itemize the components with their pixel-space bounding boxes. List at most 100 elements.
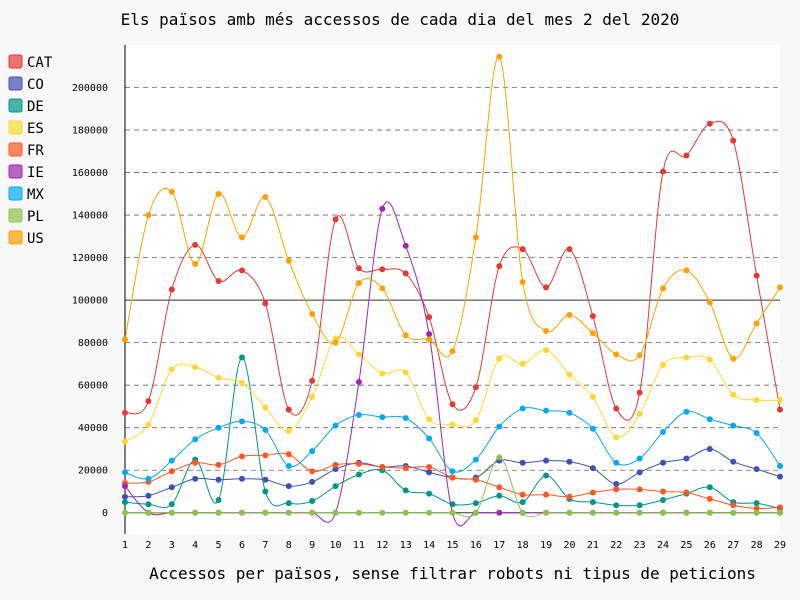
- data-point-co[interactable]: [426, 469, 433, 476]
- data-point-mx[interactable]: [426, 435, 433, 442]
- data-point-cat[interactable]: [402, 270, 409, 277]
- legend-item-us[interactable]: US: [8, 230, 44, 247]
- data-point-mx[interactable]: [636, 455, 643, 462]
- data-point-co[interactable]: [660, 459, 667, 466]
- data-point-us[interactable]: [332, 339, 339, 346]
- data-point-pl[interactable]: [706, 509, 713, 516]
- data-point-es[interactable]: [426, 416, 433, 423]
- data-point-fr[interactable]: [472, 476, 479, 483]
- data-point-de[interactable]: [238, 354, 245, 361]
- data-point-ie[interactable]: [496, 509, 503, 516]
- data-point-cat[interactable]: [706, 120, 713, 127]
- data-point-cat[interactable]: [168, 286, 175, 293]
- data-point-us[interactable]: [613, 351, 620, 358]
- data-point-cat[interactable]: [426, 314, 433, 321]
- data-point-fr[interactable]: [589, 489, 596, 496]
- data-point-mx[interactable]: [496, 423, 503, 430]
- data-point-mx[interactable]: [519, 405, 526, 412]
- data-point-es[interactable]: [660, 361, 667, 368]
- data-point-mx[interactable]: [122, 469, 128, 476]
- data-point-es[interactable]: [309, 393, 316, 400]
- data-point-es[interactable]: [285, 427, 292, 434]
- data-point-cat[interactable]: [589, 313, 596, 320]
- data-point-de[interactable]: [589, 499, 596, 506]
- data-point-es[interactable]: [472, 417, 479, 424]
- data-point-fr[interactable]: [449, 474, 456, 481]
- data-point-fr[interactable]: [168, 468, 175, 475]
- data-point-pl[interactable]: [683, 509, 690, 516]
- data-point-fr[interactable]: [238, 453, 245, 460]
- data-point-es[interactable]: [449, 421, 456, 428]
- data-point-cat[interactable]: [285, 406, 292, 413]
- data-point-mx[interactable]: [543, 407, 550, 414]
- data-point-de[interactable]: [753, 500, 760, 507]
- data-point-mx[interactable]: [262, 426, 269, 433]
- data-point-mx[interactable]: [660, 428, 667, 435]
- data-point-mx[interactable]: [379, 414, 386, 421]
- legend-item-pl[interactable]: PL: [8, 208, 44, 225]
- data-point-cat[interactable]: [192, 241, 199, 248]
- data-point-de[interactable]: [285, 500, 292, 507]
- data-point-mx[interactable]: [309, 448, 316, 455]
- data-point-pl[interactable]: [215, 509, 222, 516]
- data-point-pl[interactable]: [355, 509, 362, 516]
- data-point-es[interactable]: [730, 391, 737, 398]
- data-point-co[interactable]: [238, 475, 245, 482]
- data-point-mx[interactable]: [355, 411, 362, 418]
- data-point-es[interactable]: [613, 434, 620, 441]
- data-point-us[interactable]: [730, 355, 737, 362]
- data-point-es[interactable]: [519, 360, 526, 367]
- data-point-mx[interactable]: [285, 462, 292, 469]
- data-point-cat[interactable]: [683, 152, 690, 159]
- data-point-mx[interactable]: [332, 422, 339, 429]
- data-point-us[interactable]: [566, 312, 573, 319]
- data-point-cat[interactable]: [636, 389, 643, 396]
- data-point-cat[interactable]: [449, 401, 456, 408]
- data-point-pl[interactable]: [262, 509, 269, 516]
- data-point-es[interactable]: [262, 404, 269, 411]
- data-point-mx[interactable]: [215, 424, 222, 431]
- data-point-pl[interactable]: [192, 509, 199, 516]
- data-point-es[interactable]: [706, 356, 713, 363]
- data-point-co[interactable]: [309, 478, 316, 485]
- data-point-es[interactable]: [636, 410, 643, 417]
- data-point-cat[interactable]: [238, 267, 245, 274]
- data-point-fr[interactable]: [706, 495, 713, 502]
- data-point-us[interactable]: [379, 285, 386, 292]
- data-point-mx[interactable]: [145, 475, 152, 482]
- data-point-us[interactable]: [262, 194, 269, 201]
- data-point-ie[interactable]: [426, 331, 433, 338]
- data-point-pl[interactable]: [566, 509, 573, 516]
- data-point-cat[interactable]: [332, 216, 339, 223]
- data-point-fr[interactable]: [285, 451, 292, 458]
- data-point-cat[interactable]: [753, 272, 760, 279]
- data-point-mx[interactable]: [168, 457, 175, 464]
- data-point-es[interactable]: [238, 380, 245, 387]
- data-point-co[interactable]: [613, 481, 620, 488]
- data-point-es[interactable]: [566, 371, 573, 378]
- data-point-co[interactable]: [215, 476, 222, 483]
- data-point-us[interactable]: [543, 327, 550, 334]
- data-point-de[interactable]: [168, 501, 175, 508]
- data-point-mx[interactable]: [730, 422, 737, 429]
- data-point-pl[interactable]: [332, 509, 339, 516]
- data-point-us[interactable]: [589, 330, 596, 337]
- data-point-co[interactable]: [753, 466, 760, 473]
- data-point-cat[interactable]: [215, 277, 222, 284]
- data-point-co[interactable]: [145, 492, 152, 499]
- data-point-cat[interactable]: [613, 405, 620, 412]
- data-point-de[interactable]: [519, 499, 526, 506]
- data-point-mx[interactable]: [706, 416, 713, 423]
- legend-item-de[interactable]: DE: [8, 98, 44, 115]
- legend-item-mx[interactable]: MX: [8, 186, 44, 203]
- data-point-es[interactable]: [777, 397, 783, 404]
- data-point-us[interactable]: [519, 279, 526, 286]
- data-point-es[interactable]: [589, 393, 596, 400]
- data-point-cat[interactable]: [262, 300, 269, 307]
- data-point-ie[interactable]: [402, 242, 409, 249]
- data-point-mx[interactable]: [589, 425, 596, 432]
- data-point-cat[interactable]: [122, 409, 128, 416]
- data-point-us[interactable]: [706, 299, 713, 306]
- data-point-mx[interactable]: [238, 418, 245, 425]
- data-point-de[interactable]: [145, 501, 152, 508]
